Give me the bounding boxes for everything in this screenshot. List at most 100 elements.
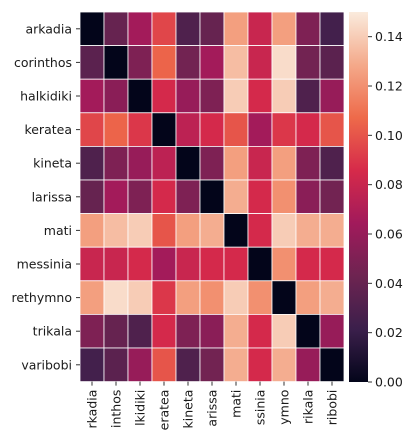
heatmap-cell bbox=[151, 246, 177, 282]
heatmap-cell bbox=[319, 78, 345, 114]
row-label: corinthos bbox=[14, 55, 72, 70]
heatmap-cell bbox=[319, 313, 345, 349]
heatmap-cells bbox=[79, 11, 345, 382]
heatmap-cell bbox=[199, 11, 225, 46]
heatmap-cell bbox=[199, 313, 225, 349]
heatmap-cell bbox=[223, 347, 249, 382]
heatmap-cell bbox=[199, 145, 225, 181]
heatmap-cell bbox=[223, 280, 249, 315]
heatmap-cell bbox=[319, 11, 345, 46]
colorbar-tick-label: 0.12 bbox=[375, 79, 403, 94]
heatmap-cell bbox=[199, 246, 225, 282]
row-label: rethymno bbox=[11, 290, 72, 305]
heatmap-cell bbox=[79, 78, 105, 114]
heatmap-cell bbox=[151, 11, 177, 46]
column-label: lkidiki bbox=[133, 390, 148, 426]
heatmap-cell bbox=[247, 313, 273, 349]
column-label: rikala bbox=[301, 390, 316, 424]
heatmap-cell bbox=[79, 246, 105, 282]
heatmap-cell bbox=[127, 145, 153, 181]
heatmap-cell bbox=[175, 313, 201, 349]
heatmap-cell bbox=[319, 145, 345, 181]
heatmap-cell bbox=[295, 347, 321, 382]
colorbar-tick-label: 0.08 bbox=[375, 177, 403, 192]
heatmap-cell bbox=[223, 246, 249, 282]
heatmap-cell bbox=[271, 179, 297, 214]
heatmap-cell bbox=[295, 78, 321, 114]
heatmap-cell bbox=[319, 280, 345, 315]
row-label: keratea bbox=[24, 122, 72, 137]
heatmap-cell bbox=[271, 11, 297, 46]
heatmap-cell bbox=[103, 246, 129, 282]
heatmap-cell bbox=[295, 112, 321, 147]
heatmap-cell bbox=[199, 280, 225, 315]
row-label: kineta bbox=[33, 156, 72, 171]
heatmap-cell bbox=[151, 280, 177, 315]
heatmap-cell bbox=[103, 213, 129, 248]
colorbar-tick-label: 0.10 bbox=[375, 128, 403, 143]
heatmap-cell bbox=[223, 313, 249, 349]
heatmap-cell bbox=[151, 78, 177, 114]
heatmap-cell bbox=[175, 347, 201, 382]
heatmap-cell bbox=[319, 112, 345, 147]
heatmap-cell bbox=[175, 78, 201, 114]
heatmap-cell bbox=[319, 179, 345, 214]
heatmap-cell bbox=[79, 145, 105, 181]
heatmap-cell bbox=[319, 213, 345, 248]
heatmap-cell bbox=[271, 45, 297, 80]
heatmap-cell bbox=[151, 347, 177, 382]
heatmap-cell bbox=[175, 280, 201, 315]
column-label: rkadia bbox=[85, 390, 100, 429]
heatmap-cell bbox=[79, 280, 105, 315]
heatmap-cell bbox=[223, 112, 249, 147]
heatmap-cell bbox=[103, 347, 129, 382]
heatmap-cell bbox=[175, 213, 201, 248]
column-label: ribobi bbox=[325, 390, 340, 426]
colorbar-ticks: 0.00 0.02 0.04 0.06 0.08 0.10 0.12 0.14 bbox=[368, 29, 403, 390]
heatmap-cell bbox=[151, 145, 177, 181]
heatmap-cell bbox=[295, 145, 321, 181]
heatmap-cell bbox=[247, 11, 273, 46]
heatmap-cell bbox=[295, 213, 321, 248]
heatmap-cell bbox=[295, 313, 321, 349]
heatmap-cell bbox=[295, 11, 321, 46]
heatmap-cell bbox=[247, 280, 273, 315]
colorbar-gradient bbox=[349, 12, 368, 382]
column-label: inthos bbox=[109, 390, 124, 428]
heatmap-cell bbox=[127, 11, 153, 46]
row-label: halkidiki bbox=[20, 89, 72, 104]
heatmap-cell bbox=[103, 179, 129, 214]
row-label: arkadia bbox=[25, 21, 72, 36]
heatmap-cell bbox=[79, 347, 105, 382]
heatmap-cell bbox=[175, 11, 201, 46]
heatmap-cell bbox=[319, 246, 345, 282]
row-labels: arkadia corinthos halkidiki keratea kineta la… bbox=[11, 21, 80, 372]
heatmap-cell bbox=[79, 213, 105, 248]
colorbar: 0.00 0.02 0.04 0.06 0.08 0.10 0.12 0.14 bbox=[349, 12, 403, 390]
heatmap-cell bbox=[223, 45, 249, 80]
heatmap-cell bbox=[103, 45, 129, 80]
heatmap-cell bbox=[319, 347, 345, 382]
heatmap-cell bbox=[271, 313, 297, 349]
heatmap-cell bbox=[103, 11, 129, 46]
heatmap-cell bbox=[295, 45, 321, 80]
heatmap-cell bbox=[271, 145, 297, 181]
heatmap-cell bbox=[151, 112, 177, 147]
heatmap-cell bbox=[199, 347, 225, 382]
heatmap-cell bbox=[103, 280, 129, 315]
column-label: kineta bbox=[181, 390, 196, 429]
heatmap-cell bbox=[271, 112, 297, 147]
heatmap-cell bbox=[271, 213, 297, 248]
row-label: messinia bbox=[17, 257, 72, 272]
heatmap-cell bbox=[127, 45, 153, 80]
column-label: eratea bbox=[157, 390, 172, 431]
heatmap-cell bbox=[295, 280, 321, 315]
heatmap-cell bbox=[295, 246, 321, 282]
heatmap-cell bbox=[247, 347, 273, 382]
heatmap-cell bbox=[223, 78, 249, 114]
heatmap-cell bbox=[223, 179, 249, 214]
heatmap-cell bbox=[175, 145, 201, 181]
column-labels: rkadia inthos lkidiki eratea kineta arissa mat… bbox=[85, 381, 340, 431]
heatmap-cell bbox=[103, 112, 129, 147]
heatmap-cell bbox=[175, 246, 201, 282]
